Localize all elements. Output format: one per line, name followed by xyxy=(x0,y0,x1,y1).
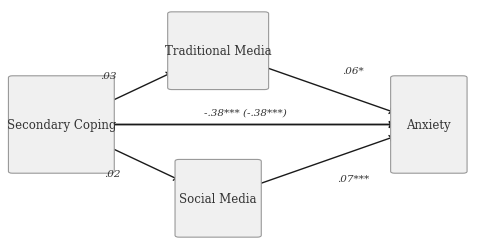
Text: .02: .02 xyxy=(104,170,121,178)
Text: .03: .03 xyxy=(100,72,116,80)
Text: -.38*** (-.38***): -.38*** (-.38***) xyxy=(204,108,286,117)
Text: .06*: .06* xyxy=(342,66,364,76)
FancyBboxPatch shape xyxy=(390,76,467,174)
Text: Social Media: Social Media xyxy=(180,192,257,205)
FancyBboxPatch shape xyxy=(8,76,115,174)
Text: Anxiety: Anxiety xyxy=(406,118,451,132)
FancyBboxPatch shape xyxy=(175,160,262,237)
Text: .07***: .07*** xyxy=(337,174,369,184)
Text: Secondary Coping: Secondary Coping xyxy=(6,118,116,132)
FancyBboxPatch shape xyxy=(168,13,268,90)
Text: Traditional Media: Traditional Media xyxy=(165,45,272,58)
